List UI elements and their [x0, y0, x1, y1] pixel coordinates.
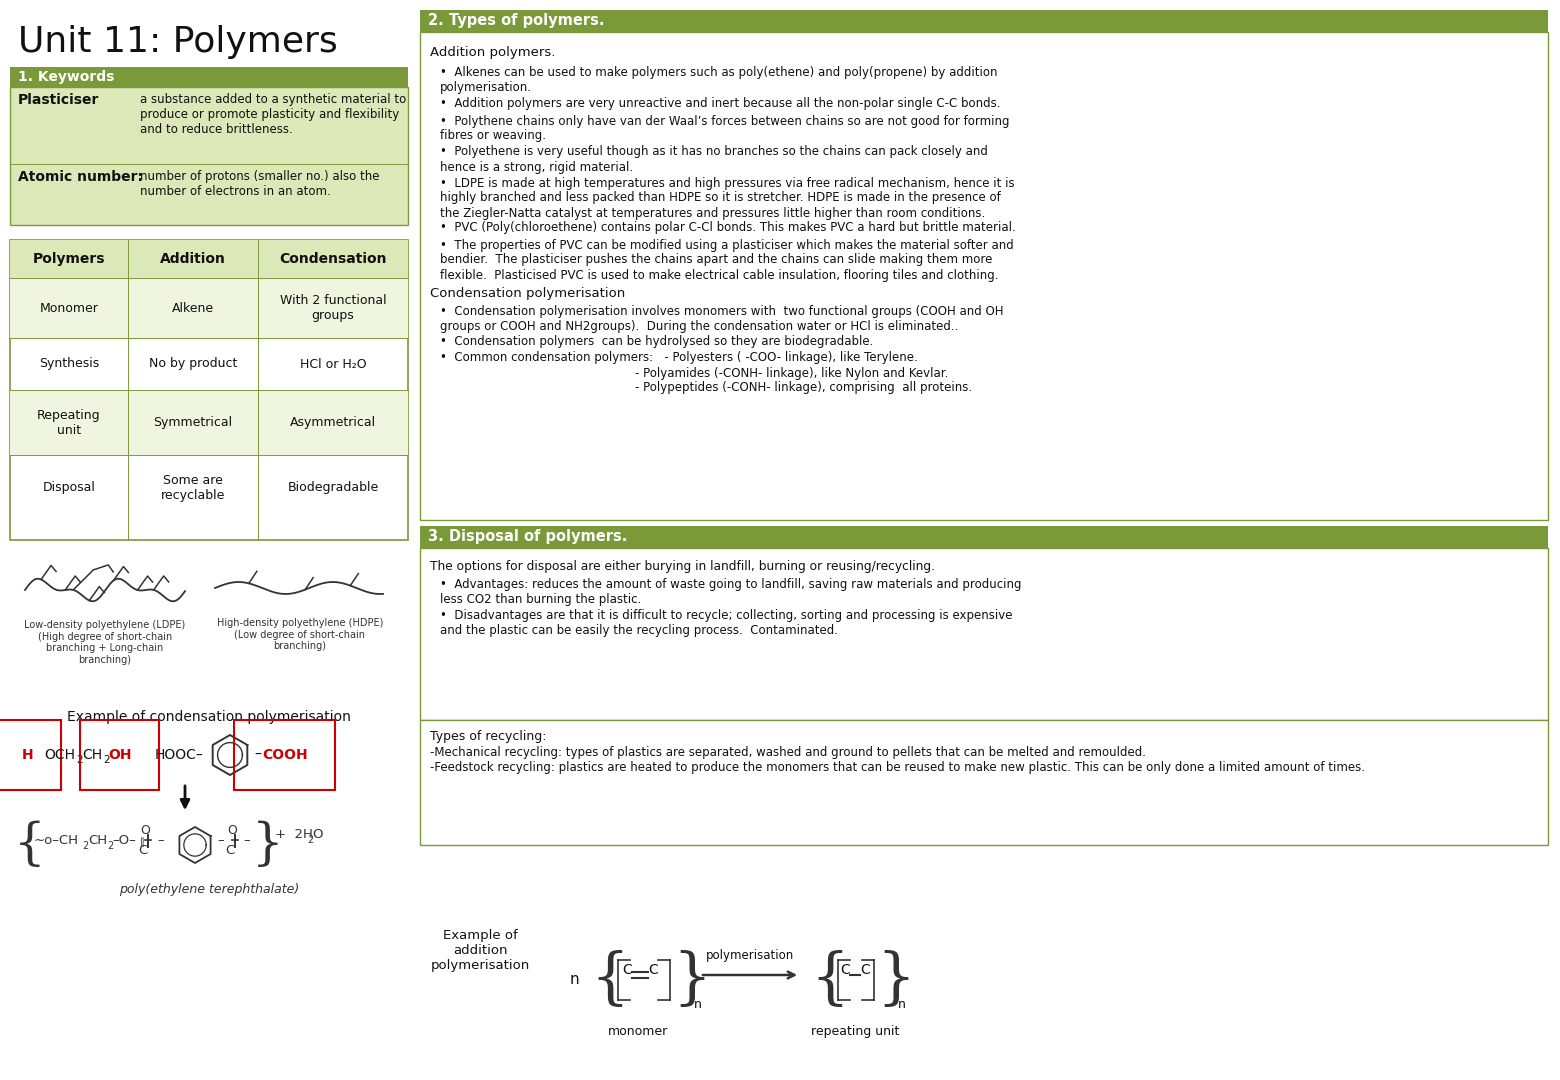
Text: Plasticiser: Plasticiser	[19, 93, 100, 107]
Text: •  Alkenes can be used to make polymers such as poly(ethene) and poly(propene) b: • Alkenes can be used to make polymers s…	[440, 66, 997, 94]
Text: }: }	[253, 821, 284, 869]
Text: 2: 2	[103, 755, 109, 765]
Text: Atomic number:: Atomic number:	[19, 170, 144, 184]
Text: ∥: ∥	[140, 837, 145, 847]
Text: poly(ethylene terephthalate): poly(ethylene terephthalate)	[119, 883, 300, 896]
Text: C: C	[225, 843, 234, 856]
Text: {: {	[810, 950, 849, 1010]
Text: C: C	[647, 963, 658, 977]
Text: •  Common condensation polymers:   - Polyesters ( -COO- linkage), like Terylene.: • Common condensation polymers: - Polyes…	[440, 351, 972, 394]
Text: Asymmetrical: Asymmetrical	[290, 416, 376, 429]
Text: C: C	[622, 963, 632, 977]
Text: polymerisation: polymerisation	[705, 949, 794, 962]
Text: Unit 11: Polymers: Unit 11: Polymers	[19, 25, 339, 59]
Bar	[420, 526, 1548, 548]
Bar	[420, 720, 1548, 845]
Bar	[9, 240, 409, 540]
Text: –O–: –O–	[112, 835, 136, 848]
Text: Synthesis: Synthesis	[39, 357, 100, 370]
Text: •  Disadvantages are that it is difficult to recycle; collecting, sorting and pr: • Disadvantages are that it is difficult…	[440, 609, 1012, 637]
Text: Condensation polymerisation: Condensation polymerisation	[431, 287, 626, 300]
Text: n: n	[569, 972, 580, 987]
Text: COOH: COOH	[262, 748, 307, 762]
Text: 2: 2	[83, 841, 89, 851]
Text: Addition: Addition	[161, 252, 226, 266]
Text: -Mechanical recycling: types of plastics are separated, washed and ground to pel: -Mechanical recycling: types of plastics…	[431, 746, 1365, 774]
Text: C: C	[860, 963, 870, 977]
Text: ∼o–CH: ∼o–CH	[34, 835, 80, 848]
Text: –: –	[243, 835, 250, 848]
Text: O: O	[312, 828, 323, 841]
Text: }: }	[672, 950, 711, 1010]
Text: OH: OH	[108, 748, 131, 762]
Text: –: –	[254, 748, 261, 762]
Text: n: n	[899, 999, 906, 1012]
Text: CH: CH	[87, 835, 108, 848]
Text: 1. Keywords: 1. Keywords	[19, 70, 114, 84]
Text: CH: CH	[83, 748, 101, 762]
Text: a substance added to a synthetic material to
produce or promote plasticity and f: a substance added to a synthetic materia…	[140, 93, 406, 136]
Text: 3. Disposal of polymers.: 3. Disposal of polymers.	[427, 529, 627, 544]
Bar	[420, 548, 1548, 720]
Text: }: }	[877, 950, 916, 1010]
Bar	[9, 87, 409, 225]
Text: No by product: No by product	[148, 357, 237, 370]
Text: Addition polymers.: Addition polymers.	[431, 46, 555, 59]
Text: •  The properties of PVC can be modified using a plasticiser which makes the mat: • The properties of PVC can be modified …	[440, 239, 1014, 282]
Text: Condensation: Condensation	[279, 252, 387, 266]
Text: {: {	[590, 950, 629, 1010]
Text: Repeating
unit: Repeating unit	[37, 408, 101, 436]
Text: •  PVC (Poly(chloroethene) contains polar C-Cl bonds. This makes PVC a hard but : • PVC (Poly(chloroethene) contains polar…	[440, 221, 1016, 234]
Text: O: O	[228, 824, 237, 837]
Text: 2: 2	[76, 755, 83, 765]
Text: HOOC–: HOOC–	[154, 748, 204, 762]
Text: Example of
addition
polymerisation: Example of addition polymerisation	[431, 929, 530, 972]
Bar	[9, 390, 409, 455]
Text: H: H	[22, 748, 34, 762]
Text: number of protons (smaller no.) also the
number of electrons in an atom.: number of protons (smaller no.) also the…	[140, 170, 379, 198]
Text: monomer: monomer	[608, 1025, 668, 1038]
Text: C: C	[137, 843, 147, 856]
Text: –: –	[158, 835, 164, 848]
Text: •  Polyethene is very useful though as it has no branches so the chains can pack: • Polyethene is very useful though as it…	[440, 146, 987, 174]
Bar	[9, 67, 409, 87]
Text: OCH: OCH	[44, 748, 75, 762]
Text: Low-density polyethylene (LDPE)
(High degree of short-chain
branching + Long-cha: Low-density polyethylene (LDPE) (High de…	[25, 620, 186, 665]
Text: O: O	[140, 824, 150, 837]
Text: High-density polyethylene (HDPE)
(Low degree of short-chain
branching): High-density polyethylene (HDPE) (Low de…	[217, 618, 384, 651]
Text: Disposal: Disposal	[42, 481, 95, 494]
Bar	[420, 32, 1548, 519]
Text: –: –	[217, 835, 223, 848]
Text: •  Condensation polymerisation involves monomers with  two functional groups (CO: • Condensation polymerisation involves m…	[440, 305, 1003, 333]
Text: n: n	[694, 999, 702, 1012]
Text: Example of condensation polymerisation: Example of condensation polymerisation	[67, 710, 351, 724]
Text: •  Polythene chains only have van der Waal’s forces between chains so are not go: • Polythene chains only have van der Waa…	[440, 114, 1009, 143]
Text: HCl or H₂O: HCl or H₂O	[300, 357, 367, 370]
Text: 2: 2	[108, 841, 114, 851]
Text: •  LDPE is made at high temperatures and high pressures via free radical mechani: • LDPE is made at high temperatures and …	[440, 176, 1014, 219]
Text: 2: 2	[307, 835, 314, 845]
Bar	[9, 278, 409, 338]
Text: {: {	[14, 821, 45, 869]
Text: The options for disposal are either burying in landfill, burning or reusing/recy: The options for disposal are either bury…	[431, 561, 934, 573]
Text: Alkene: Alkene	[172, 301, 214, 314]
Text: Monomer: Monomer	[39, 301, 98, 314]
Text: •  Advantages: reduces the amount of waste going to landfill, saving raw materia: • Advantages: reduces the amount of wast…	[440, 578, 1022, 606]
Text: Biodegradable: Biodegradable	[287, 481, 379, 494]
Bar	[9, 240, 409, 278]
Text: repeating unit: repeating unit	[811, 1025, 899, 1038]
Bar	[420, 10, 1548, 32]
Text: 2. Types of polymers.: 2. Types of polymers.	[427, 13, 605, 28]
Text: With 2 functional
groups: With 2 functional groups	[279, 294, 387, 322]
Text: +  2H: + 2H	[275, 828, 314, 841]
Text: •  Condensation polymers  can be hydrolysed so they are biodegradable.: • Condensation polymers can be hydrolyse…	[440, 335, 874, 348]
Text: Polymers: Polymers	[33, 252, 105, 266]
Text: •  Addition polymers are very unreactive and inert because all the non-polar sin: • Addition polymers are very unreactive …	[440, 97, 1000, 110]
Text: C: C	[839, 963, 850, 977]
Text: Some are
recyclable: Some are recyclable	[161, 473, 225, 501]
Text: Symmetrical: Symmetrical	[153, 416, 232, 429]
Text: Types of recycling:: Types of recycling:	[431, 730, 546, 743]
